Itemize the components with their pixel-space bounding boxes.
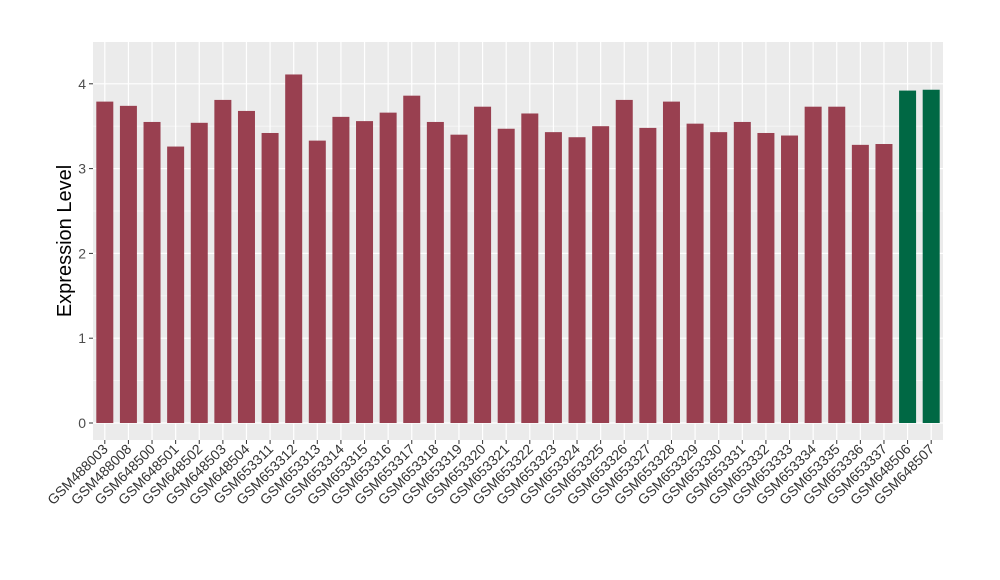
bar-GSM653325 bbox=[592, 126, 610, 423]
bar-GSM653335 bbox=[828, 106, 846, 424]
bar-GSM653326 bbox=[615, 99, 633, 424]
bar-GSM653315 bbox=[356, 121, 374, 423]
bar-GSM648507 bbox=[922, 89, 940, 424]
bar-GSM488008 bbox=[119, 105, 137, 424]
bar-GSM653328 bbox=[662, 101, 680, 423]
bar-GSM653320 bbox=[474, 106, 492, 424]
bar-GSM653336 bbox=[851, 144, 869, 423]
bar-GSM653319 bbox=[450, 134, 468, 423]
bar-GSM648502 bbox=[190, 122, 208, 424]
y-tick-label: 2 bbox=[78, 245, 86, 261]
bar-GSM653316 bbox=[379, 112, 397, 423]
bar-GSM653322 bbox=[521, 113, 539, 423]
bar-GSM653324 bbox=[568, 137, 586, 423]
bar-GSM488003 bbox=[96, 101, 114, 423]
bar-GSM653314 bbox=[332, 116, 350, 423]
bar-GSM648504 bbox=[237, 110, 255, 423]
y-tick-label: 3 bbox=[78, 161, 86, 177]
bar-GSM653332 bbox=[757, 132, 775, 423]
bar-GSM653313 bbox=[308, 140, 326, 423]
bar-GSM648506 bbox=[899, 90, 917, 424]
bar-GSM653333 bbox=[781, 135, 799, 423]
plot-panel bbox=[93, 42, 943, 440]
bar-GSM653337 bbox=[875, 144, 893, 423]
bar-GSM653331 bbox=[733, 121, 751, 424]
bar-GSM653321 bbox=[497, 128, 515, 423]
y-tick-label: 0 bbox=[78, 415, 86, 431]
bar-GSM653330 bbox=[710, 132, 728, 424]
bar-GSM653323 bbox=[544, 132, 562, 424]
bar-GSM653318 bbox=[426, 121, 444, 424]
bar-GSM648501 bbox=[167, 146, 185, 423]
bar-GSM653329 bbox=[686, 123, 704, 423]
bar-GSM648500 bbox=[143, 121, 161, 424]
bar-GSM653334 bbox=[804, 106, 822, 424]
bar-GSM653311 bbox=[261, 132, 279, 423]
bar-GSM653312 bbox=[285, 74, 303, 424]
bar-GSM653317 bbox=[403, 95, 421, 423]
y-axis-label: Expression Level bbox=[54, 165, 76, 317]
y-tick-label: 1 bbox=[78, 330, 86, 346]
bar-GSM653327 bbox=[639, 127, 657, 424]
bar-GSM648503 bbox=[214, 99, 232, 424]
y-tick-label: 4 bbox=[78, 76, 86, 92]
